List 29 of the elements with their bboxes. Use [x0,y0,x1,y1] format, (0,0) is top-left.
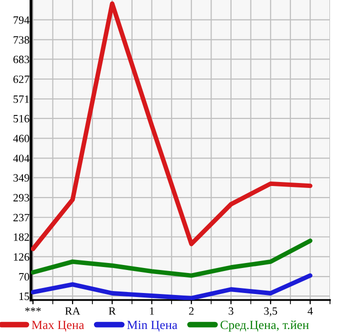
y-tick-label: 15 [19,292,30,300]
x-tick-label: 4 [308,307,313,315]
y-tick-label: 126 [14,253,30,261]
line-series [31,1,312,252]
y-tick-label: 349 [13,174,30,182]
y-tick-label: 794 [14,16,30,24]
x-tick-label: RA [65,307,80,315]
y-tick-label: 460 [13,134,30,142]
y-tick-label: 571 [14,95,29,103]
y-tick-label: 182 [14,233,29,241]
y-tick-label: 237 [13,214,30,222]
y-tick-label: 738 [14,36,30,44]
y-tick-label: 70 [19,273,30,281]
y-tick-label: 293 [13,194,30,202]
x-tick-label: *** [25,307,41,312]
x-tick-label: 3,5 [264,307,278,316]
legend-label: Min Цена [127,320,178,332]
y-tick-label: 516 [14,114,30,122]
x-tick-label: 3 [228,307,234,315]
y-tick-label: 683 [13,56,30,64]
legend-label: Сред.Цена, т.йен [220,320,309,332]
x-tick-label: 1 [150,307,154,315]
y-tick-label: 627 [13,76,30,84]
legend-label: Max Цена [32,320,84,332]
line-series [31,238,312,278]
y-tick-label: 404 [13,154,30,162]
x-tick-label: R [108,307,116,315]
line-series [31,273,312,300]
x-tick-label: 2 [189,307,194,315]
